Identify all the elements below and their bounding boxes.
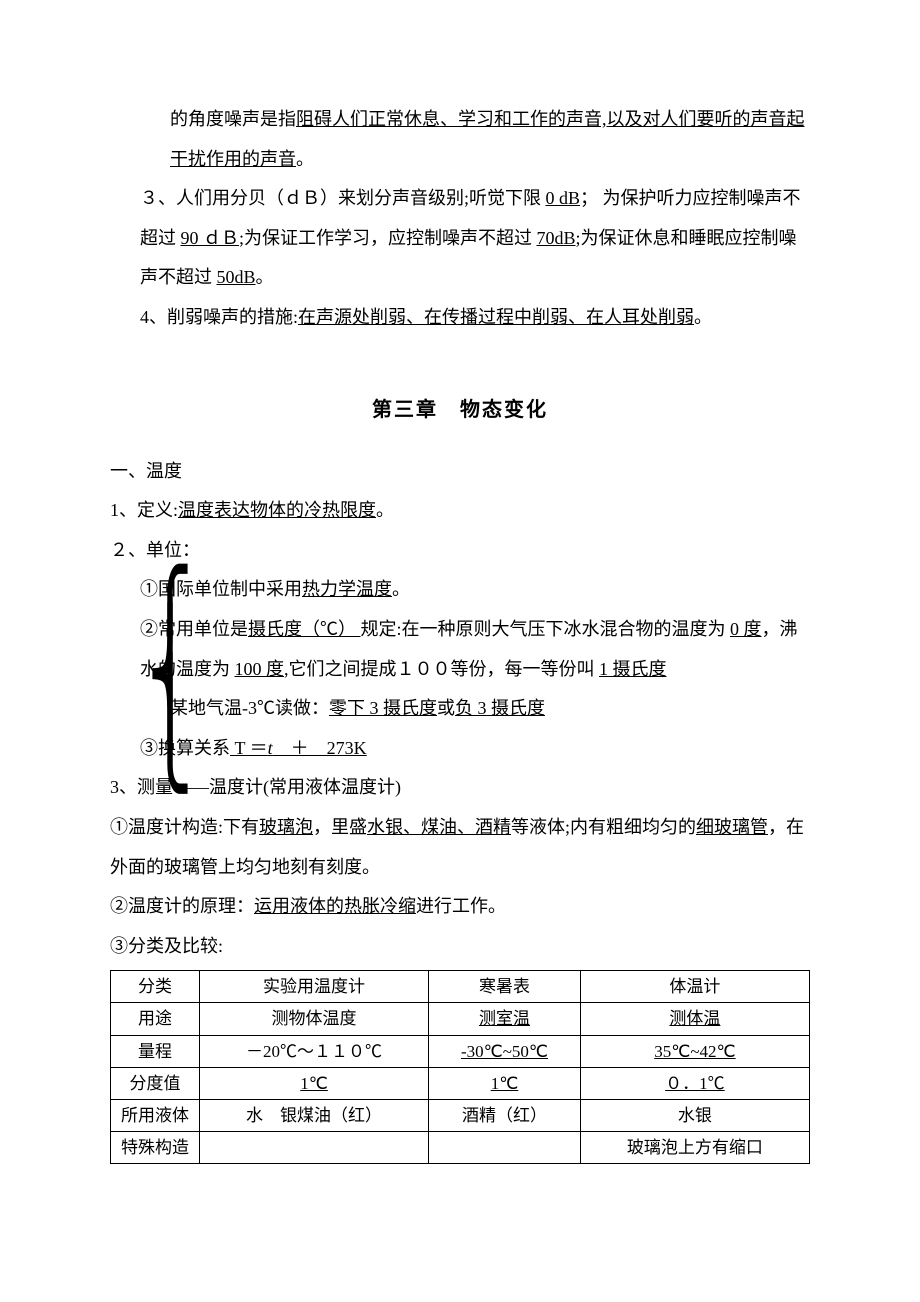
text: ①温度计构造:下有 [110,817,259,837]
underlined-formula: T ＝t ＋ 273K [230,738,367,758]
text: ３、人们用分贝（ｄＢ）来划分声音级别;听觉下限 [140,188,546,208]
text: 1、定义: [110,500,178,520]
text: 。 [694,307,712,327]
table-cell: ０．1℃ [580,1067,809,1099]
table-row: 用途测物体温度测室温测体温 [111,1003,810,1035]
table-cell: 水 银煤油（红） [200,1100,429,1132]
underlined-value: 70dB [537,228,576,248]
text: 。 [296,149,314,169]
underlined-text: 零下 3 摄氏度 [329,698,437,718]
text: 。 [392,579,410,599]
definition-line: 1、定义:温度表达物体的冷热限度。 [110,491,810,531]
underlined-text: 运用液体的热胀冷缩 [254,896,416,916]
row-header: 分类 [111,971,200,1003]
curly-bracket-icon: ⎩ [148,665,193,785]
text: 等液体;内有粗细均匀的 [511,817,696,837]
table-cell: 35℃~42℃ [580,1035,809,1067]
underlined-text: 细玻璃管 [696,817,768,837]
table-row: 分类实验用温度计寒暑表体温计 [111,971,810,1003]
table-cell: 测物体温度 [200,1003,429,1035]
unit-item-3: ③换算关系 T ＝t ＋ 273K [110,729,810,769]
noise-item-3: ３、人们用分贝（ｄＢ）来划分声音级别;听觉下限 0 dB； 为保护听力应控制噪声… [110,179,810,298]
unit-head: ２、单位： [110,531,810,571]
measurement-head: 3、测量——温度计(常用液体温度计) [110,768,810,808]
table-cell: 酒精（红） [429,1100,581,1132]
underlined-value: 50dB [217,267,256,287]
underlined-text: 玻璃泡 [259,817,313,837]
underlined-value: 1 摄氏度 [599,659,667,679]
row-header: 分度值 [111,1067,200,1099]
text: ,它们之间提成１００等份，每一等份叫 [284,659,599,679]
section-1-head: 一、温度 [110,452,810,492]
underlined-text: 水银、煤油、酒精 [367,817,511,837]
table-cell: 实验用温度计 [200,971,429,1003]
noise-item-4: 4、削弱噪声的措施:在声源处削弱、在传播过程中削弱、在人耳处削弱。 [110,298,810,338]
text: 。 [256,267,274,287]
underlined-value: 100 度 [235,659,285,679]
text: ;为保证工作学习，应控制噪声不超过 [239,228,537,248]
text: 或 [437,698,455,718]
table-cell: 寒暑表 [429,971,581,1003]
chapter-title: 第三章 物态变化 [110,388,810,432]
text: 规定:在一种原则大气压下冰水混合物的温度为 [361,619,731,639]
unit-item-2: ②常用单位是摄氏度（℃） 规定:在一种原则大气压下冰水混合物的温度为 0 度，沸… [110,610,810,689]
underlined-text: 热力学温度 [302,579,392,599]
underlined-text: 在声源处削弱、在传播过程中削弱、在人耳处削弱 [298,307,694,327]
table-cell [200,1132,429,1164]
text: ②温度计的原理： [110,896,254,916]
text: 进行工作。 [416,896,506,916]
table-row: 所用液体水 银煤油（红）酒精（红）水银 [111,1100,810,1132]
document-page: 的角度噪声是指阻碍人们正常休息、学习和工作的声音,以及对人们要听的声音起干扰作用… [0,0,920,1302]
noise-definition-cont: 的角度噪声是指阻碍人们正常休息、学习和工作的声音,以及对人们要听的声音起干扰作用… [110,100,810,179]
underlined-text: 摄氏度（℃） [248,619,361,639]
table-cell: 1℃ [429,1067,581,1099]
principle-line: ②温度计的原理：运用液体的热胀冷缩进行工作。 [110,887,810,927]
compare-head: ③分类及比较: [110,927,810,967]
table-cell: 测体温 [580,1003,809,1035]
text: ，里盛 [313,817,367,837]
underlined-text: 负 3 摄氏度 [455,698,545,718]
unit-item-2b: 某地气温-3℃读做：零下 3 摄氏度或负 3 摄氏度 [110,689,810,729]
text: 某地气温-3℃读做： [170,698,329,718]
table-cell: －20℃～１１０℃ [200,1035,429,1067]
table-cell: 测室温 [429,1003,581,1035]
underlined-value: 90 ｄＢ [181,228,240,248]
construction-line: ①温度计构造:下有玻璃泡，里盛水银、煤油、酒精等液体;内有粗细均匀的细玻璃管，在… [110,808,810,887]
thermometer-compare-table: 分类实验用温度计寒暑表体温计用途测物体温度测室温测体温量程－20℃～１１０℃-3… [110,970,810,1164]
row-header: 特殊构造 [111,1132,200,1164]
table-row: 量程－20℃～１１０℃-30℃~50℃35℃~42℃ [111,1035,810,1067]
table-cell [429,1132,581,1164]
underlined-value: 0 度 [730,619,762,639]
row-header: 量程 [111,1035,200,1067]
text: 。 [376,500,394,520]
table-cell: 水银 [580,1100,809,1132]
row-header: 所用液体 [111,1100,200,1132]
text: 4、削弱噪声的措施: [140,307,298,327]
underlined-value: 0 dB [546,188,581,208]
table-cell: 1℃ [200,1067,429,1099]
text: 的角度噪声是指 [170,109,296,129]
table-row: 特殊构造 玻璃泡上方有缩口 [111,1132,810,1164]
row-header: 用途 [111,1003,200,1035]
table-cell: -30℃~50℃ [429,1035,581,1067]
table-row: 分度值1℃1℃０．1℃ [111,1067,810,1099]
table-cell: 玻璃泡上方有缩口 [580,1132,809,1164]
unit-bracket-group: ⎧ ①国际单位制中采用热力学温度。 ⎨ ②常用单位是摄氏度（℃） 规定:在一种原… [110,570,810,768]
unit-item-1: ①国际单位制中采用热力学温度。 [110,570,810,610]
underlined-text: 温度表达物体的冷热限度 [178,500,376,520]
table-cell: 体温计 [580,971,809,1003]
